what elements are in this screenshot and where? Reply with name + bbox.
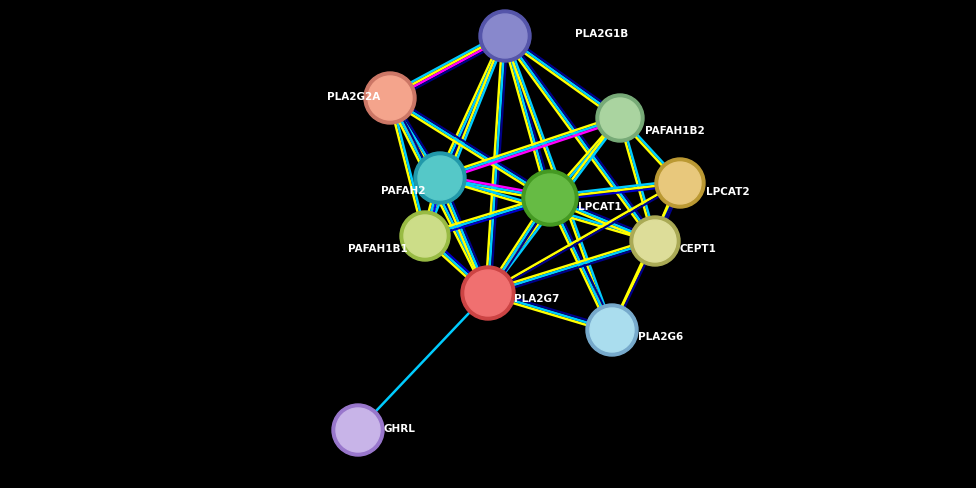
Circle shape bbox=[461, 266, 515, 320]
Circle shape bbox=[600, 99, 640, 139]
Text: PLA2G6: PLA2G6 bbox=[638, 331, 683, 341]
Circle shape bbox=[586, 305, 638, 356]
Circle shape bbox=[526, 175, 574, 223]
Text: CEPT1: CEPT1 bbox=[680, 244, 717, 253]
Circle shape bbox=[364, 73, 416, 125]
Circle shape bbox=[590, 308, 634, 352]
Circle shape bbox=[522, 171, 578, 226]
Circle shape bbox=[465, 270, 511, 316]
Text: PAFAH2: PAFAH2 bbox=[381, 185, 425, 196]
Circle shape bbox=[659, 163, 701, 204]
Circle shape bbox=[483, 15, 527, 59]
Circle shape bbox=[418, 157, 462, 201]
Text: PLA2G1B: PLA2G1B bbox=[575, 29, 629, 39]
Circle shape bbox=[336, 408, 380, 452]
Text: LPCAT2: LPCAT2 bbox=[706, 186, 750, 197]
Circle shape bbox=[404, 216, 446, 258]
Circle shape bbox=[479, 11, 531, 63]
Circle shape bbox=[655, 159, 705, 208]
Circle shape bbox=[332, 404, 384, 456]
Circle shape bbox=[596, 95, 644, 142]
Circle shape bbox=[630, 217, 680, 266]
Text: LPCAT1: LPCAT1 bbox=[578, 202, 622, 212]
Circle shape bbox=[400, 212, 450, 262]
Circle shape bbox=[368, 77, 412, 121]
Text: PLA2G2A: PLA2G2A bbox=[327, 92, 380, 102]
Circle shape bbox=[414, 153, 466, 204]
Text: PAFAH1B1: PAFAH1B1 bbox=[348, 244, 408, 253]
Text: PAFAH1B2: PAFAH1B2 bbox=[645, 126, 705, 136]
Text: PLA2G7: PLA2G7 bbox=[514, 293, 559, 304]
Circle shape bbox=[634, 221, 676, 263]
Text: GHRL: GHRL bbox=[384, 423, 416, 433]
